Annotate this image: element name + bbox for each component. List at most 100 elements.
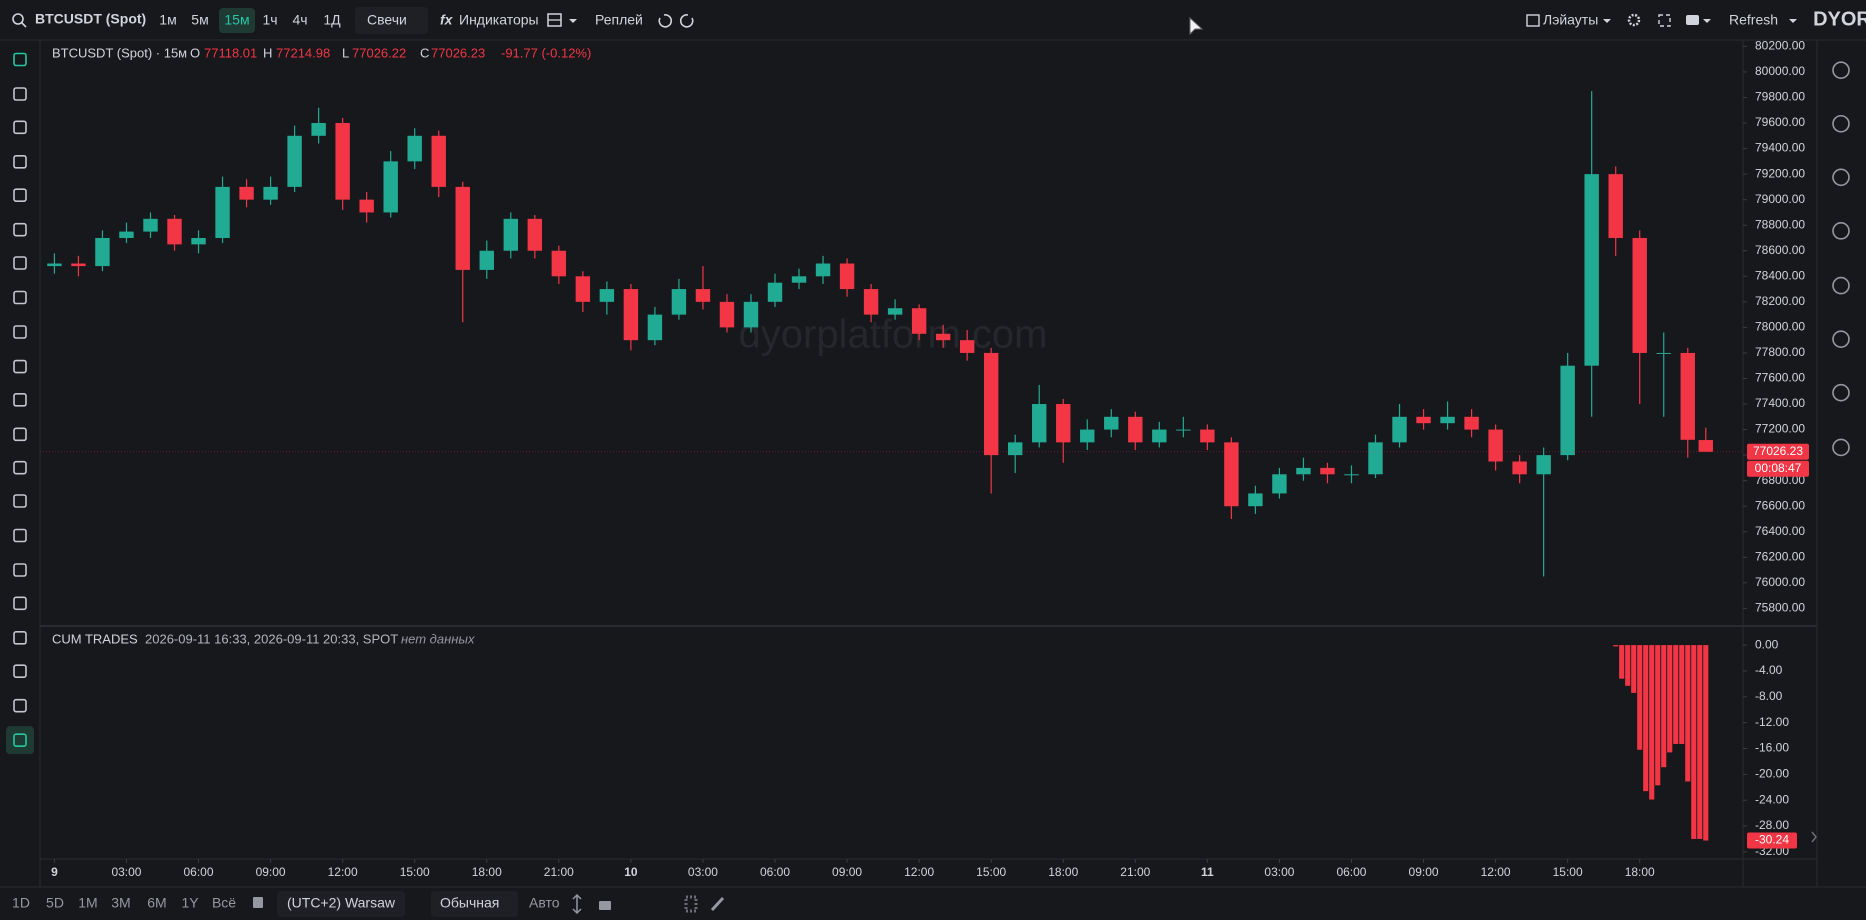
y-tick-label: 79800.00: [1755, 90, 1805, 104]
search-icon[interactable]: [12, 13, 24, 25]
settings-icon[interactable]: [1627, 13, 1641, 27]
y-tick-label: 80200.00: [1755, 39, 1805, 53]
timezone[interactable]: (UTC+2) Warsaw: [287, 895, 396, 911]
dropdown-caret: [1603, 19, 1611, 23]
y-tick-label: 79200.00: [1755, 166, 1805, 180]
layouts-icon[interactable]: [1526, 14, 1540, 27]
tool-icon[interactable]: [13, 698, 27, 713]
candle-body: [47, 263, 62, 267]
sidebar-icon[interactable]: [1832, 168, 1850, 187]
x-tick-label: 09:00: [256, 865, 286, 879]
candle-body: [119, 231, 134, 238]
chart-style[interactable]: Свечи: [367, 12, 407, 28]
lock-icon[interactable]: [599, 901, 611, 910]
tool-icon[interactable]: [13, 155, 27, 169]
countdown-box: [1747, 460, 1809, 477]
tool-icon[interactable]: [13, 120, 27, 135]
sidebar-icon[interactable]: [1832, 114, 1850, 133]
collapse-arrow[interactable]: [1811, 831, 1817, 843]
calendar-icon[interactable]: [253, 897, 263, 908]
candle-body: [695, 289, 711, 302]
candle-body: [1200, 429, 1215, 443]
sidebar-icon[interactable]: [1832, 330, 1850, 348]
range-button[interactable]: 3M: [111, 895, 130, 911]
layouts[interactable]: Лэйауты: [1543, 12, 1598, 28]
x-tick-label: 06:00: [760, 865, 790, 879]
interval[interactable]: 15м: [224, 12, 249, 28]
tool-icon[interactable]: [13, 222, 27, 237]
tool-icon[interactable]: [13, 87, 27, 101]
bar: [1619, 645, 1625, 679]
interval[interactable]: 1Д: [323, 12, 341, 28]
interval[interactable]: 5м: [191, 12, 208, 28]
tool-icon[interactable]: [13, 256, 27, 270]
tool-icon[interactable]: [13, 290, 27, 305]
y-tick-label: 78400.00: [1755, 268, 1805, 282]
last-value-box: [1747, 832, 1797, 849]
tool-icon[interactable]: [13, 494, 27, 508]
range-button[interactable]: 1M: [78, 895, 97, 911]
x-tick-label: 15:00: [400, 865, 430, 879]
tool-icon[interactable]: [13, 596, 27, 611]
tool-icon[interactable]: [13, 393, 27, 407]
sidebar-icon[interactable]: [1832, 438, 1850, 457]
candle-body: [983, 352, 999, 456]
chart-style-box[interactable]: [355, 7, 428, 34]
tool-icon[interactable]: [13, 563, 27, 577]
range-button[interactable]: 1D: [12, 895, 30, 911]
tool-icon[interactable]: [13, 359, 27, 374]
candle-body: [215, 186, 230, 238]
tool-icon[interactable]: [13, 631, 27, 645]
tool-icon[interactable]: [13, 528, 27, 543]
bar: [1637, 645, 1643, 750]
range-button[interactable]: 5D: [46, 895, 64, 911]
pencil-icon[interactable]: [710, 896, 725, 912]
refresh[interactable]: Refresh: [1729, 12, 1778, 28]
indicator-status: нет данных: [401, 631, 475, 646]
camera-icon[interactable]: [1686, 15, 1699, 25]
tool-icon[interactable]: [13, 188, 27, 202]
x-tick-label: 09:00: [1409, 865, 1439, 879]
interval[interactable]: 4ч: [292, 12, 307, 28]
undo-icon[interactable]: [658, 14, 673, 28]
interval[interactable]: 1ч: [262, 12, 277, 28]
y-tick-label: 76600.00: [1755, 498, 1805, 512]
sidebar-icon[interactable]: [1832, 61, 1850, 80]
timezone-box[interactable]: [277, 891, 405, 917]
scale-arrows-icon[interactable]: [572, 893, 582, 915]
tool-icon[interactable]: [13, 52, 27, 67]
interval[interactable]: 1м: [159, 12, 176, 28]
drag-handle[interactable]: [684, 895, 698, 913]
indicators-icon[interactable]: fx: [440, 12, 454, 28]
tool-icon[interactable]: [13, 427, 27, 442]
indicators[interactable]: Индикаторы: [459, 12, 539, 28]
tool-icon[interactable]: [13, 664, 27, 678]
replay[interactable]: Реплей: [595, 12, 643, 28]
sidebar-icon[interactable]: [1832, 383, 1850, 402]
redo-icon[interactable]: [679, 14, 694, 28]
auto-scale[interactable]: Авто: [529, 895, 560, 911]
x-tick-label: 03:00: [1264, 865, 1294, 879]
y-tick-label: 0.00: [1755, 637, 1779, 651]
range-button[interactable]: 1Y: [181, 895, 199, 911]
y-tick-label: -8.00: [1755, 689, 1783, 703]
tool-icon[interactable]: [13, 325, 27, 339]
logo[interactable]: DYOR: [1813, 8, 1866, 30]
tool-icon[interactable]: [13, 460, 27, 475]
x-tick-label: 15:00: [1553, 865, 1583, 879]
scale-mode[interactable]: Обычная: [440, 895, 499, 911]
scale-mode-box[interactable]: [431, 891, 518, 917]
sidebar-icon[interactable]: [1832, 276, 1850, 295]
candle-body: [1440, 416, 1455, 424]
range-button[interactable]: Всё: [212, 895, 236, 911]
candle-body: [815, 263, 831, 277]
fullscreen-icon[interactable]: [1658, 14, 1671, 27]
tool-icon[interactable]: [13, 733, 27, 747]
candle-body: [1007, 442, 1023, 456]
sidebar-icon[interactable]: [1832, 222, 1850, 240]
range-button[interactable]: 6M: [147, 895, 166, 911]
symbol[interactable]: BTCUSDT (Spot): [35, 11, 146, 27]
candle-body: [887, 308, 903, 315]
candle-body: [167, 218, 182, 245]
